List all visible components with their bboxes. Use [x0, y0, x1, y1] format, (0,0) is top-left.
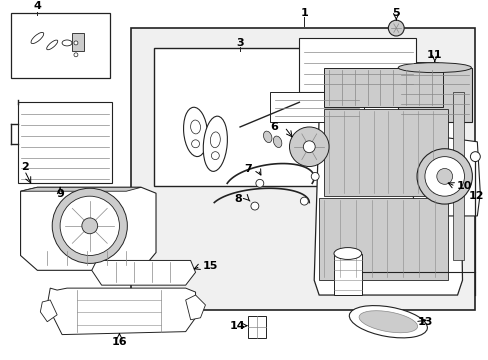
Bar — [269, 93, 363, 122]
Ellipse shape — [358, 311, 417, 333]
Text: 11: 11 — [426, 50, 442, 60]
Bar — [397, 68, 471, 122]
Bar — [324, 68, 442, 107]
Text: 5: 5 — [392, 8, 399, 18]
Text: 6: 6 — [270, 122, 278, 132]
Text: 9: 9 — [56, 189, 64, 199]
Text: 1: 1 — [300, 8, 307, 18]
Circle shape — [191, 140, 199, 148]
Bar — [18, 102, 111, 183]
Bar — [324, 109, 447, 196]
Polygon shape — [40, 300, 57, 322]
Text: 10: 10 — [456, 181, 471, 191]
Ellipse shape — [263, 131, 271, 143]
Circle shape — [303, 141, 315, 153]
Circle shape — [52, 188, 127, 264]
Polygon shape — [20, 187, 141, 191]
Text: 7: 7 — [244, 165, 251, 175]
Ellipse shape — [62, 40, 72, 46]
Bar — [247, 316, 265, 338]
Ellipse shape — [203, 116, 227, 171]
Ellipse shape — [190, 120, 200, 134]
Circle shape — [416, 149, 471, 204]
Polygon shape — [20, 187, 156, 270]
Ellipse shape — [348, 306, 427, 338]
Polygon shape — [92, 260, 195, 285]
Circle shape — [211, 152, 219, 159]
Circle shape — [387, 20, 404, 36]
Ellipse shape — [46, 40, 58, 50]
Bar — [72, 33, 83, 51]
Bar — [333, 253, 361, 295]
Polygon shape — [409, 134, 479, 216]
Circle shape — [74, 53, 78, 57]
Bar — [319, 198, 447, 280]
Circle shape — [424, 157, 464, 196]
Circle shape — [81, 218, 98, 234]
Text: 15: 15 — [203, 261, 218, 271]
Text: 12: 12 — [468, 191, 483, 201]
Ellipse shape — [183, 107, 207, 157]
Circle shape — [60, 196, 119, 256]
Text: 14: 14 — [229, 321, 244, 331]
Circle shape — [250, 202, 258, 210]
Text: 13: 13 — [416, 317, 432, 327]
Circle shape — [255, 179, 263, 187]
Circle shape — [289, 127, 328, 167]
Bar — [131, 28, 474, 310]
Polygon shape — [47, 288, 195, 334]
Text: 8: 8 — [234, 194, 242, 204]
Polygon shape — [306, 63, 462, 295]
Bar — [452, 93, 464, 260]
Text: 2: 2 — [20, 162, 28, 171]
Circle shape — [74, 41, 78, 45]
Bar — [299, 38, 415, 93]
Ellipse shape — [273, 136, 281, 148]
Text: 16: 16 — [111, 337, 127, 347]
Ellipse shape — [397, 63, 470, 73]
Ellipse shape — [210, 132, 220, 148]
Circle shape — [300, 197, 307, 205]
Bar — [154, 48, 336, 186]
Text: 3: 3 — [236, 38, 244, 48]
Ellipse shape — [31, 32, 43, 44]
Bar — [11, 13, 109, 77]
Circle shape — [469, 152, 479, 162]
Ellipse shape — [333, 248, 361, 260]
Polygon shape — [185, 295, 205, 320]
Circle shape — [436, 168, 452, 184]
Text: 4: 4 — [33, 1, 41, 12]
Circle shape — [310, 172, 319, 180]
